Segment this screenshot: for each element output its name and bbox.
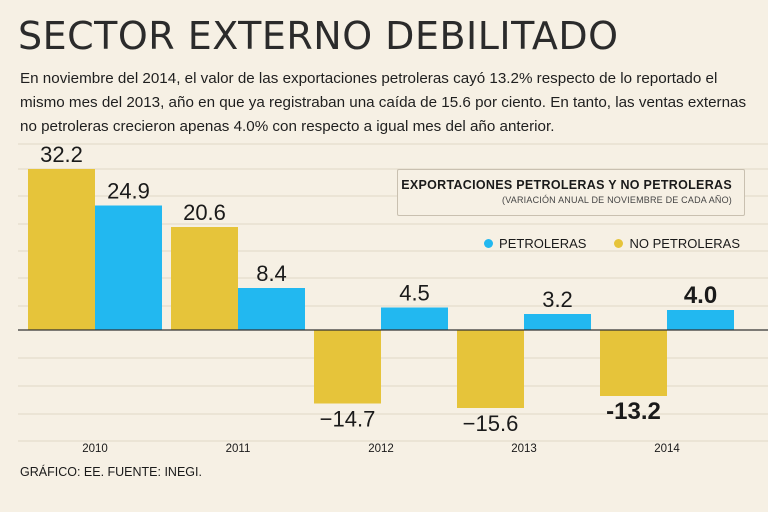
chart-title: EXPORTACIONES PETROLERAS Y NO PETROLERAS (401, 178, 732, 192)
bar-no-petroleras-2011 (171, 227, 238, 330)
data-label-no-petroleras-2013: −15.6 (463, 411, 519, 436)
data-label-petroleras-2010: 24.9 (107, 179, 150, 204)
data-label-no-petroleras-2014: -13.2 (606, 398, 661, 425)
bar-petroleras-2014 (667, 310, 734, 330)
x-tick-label-2010: 2010 (82, 443, 108, 455)
x-tick-label-2014: 2014 (654, 443, 680, 455)
bar-no-petroleras-2012 (314, 330, 381, 404)
chart-subtitle: (VARIACIÓN ANUAL DE NOVIEMBRE DE CADA AÑ… (502, 195, 732, 205)
x-tick-label-2011: 2011 (226, 443, 251, 455)
bar-petroleras-2010 (95, 205, 162, 330)
data-label-no-petroleras-2011: 20.6 (183, 200, 226, 225)
legend-dot-petroleras (484, 239, 494, 248)
bar-petroleras-2012 (381, 307, 448, 330)
bar-no-petroleras-2014 (600, 330, 667, 396)
legend-dot-no-petroleras (614, 239, 624, 248)
source-footer: GRÁFICO: EE. FUENTE: INEGI. (20, 465, 202, 479)
x-tick-label-2013: 2013 (511, 443, 537, 455)
data-label-petroleras-2012: 4.5 (399, 281, 430, 306)
page-title: SECTOR EXTERNO DEBILITADO (18, 14, 619, 58)
bar-no-petroleras-2010 (28, 169, 95, 330)
legend: PETROLERAS NO PETROLERAS (484, 236, 740, 251)
data-label-no-petroleras-2010: 32.2 (40, 142, 83, 167)
x-tick-label-2012: 2012 (368, 443, 394, 455)
bar-petroleras-2011 (238, 288, 305, 330)
intro-paragraph: En noviembre del 2014, el valor de las e… (20, 70, 747, 135)
data-label-no-petroleras-2012: −14.7 (320, 407, 376, 432)
bar-no-petroleras-2013 (457, 330, 524, 408)
legend-label-petroleras: PETROLERAS (499, 236, 587, 251)
data-label-petroleras-2011: 8.4 (256, 261, 287, 286)
legend-item-petroleras: PETROLERAS (484, 236, 586, 251)
data-label-petroleras-2013: 3.2 (542, 287, 573, 312)
legend-box: EXPORTACIONES PETROLERAS Y NO PETROLERAS… (397, 169, 745, 216)
bar-petroleras-2013 (524, 314, 591, 330)
data-label-petroleras-2014: 4.0 (684, 282, 717, 309)
legend-item-no-petroleras: NO PETROLERAS (614, 236, 740, 251)
legend-label-no-petroleras: NO PETROLERAS (629, 236, 740, 251)
